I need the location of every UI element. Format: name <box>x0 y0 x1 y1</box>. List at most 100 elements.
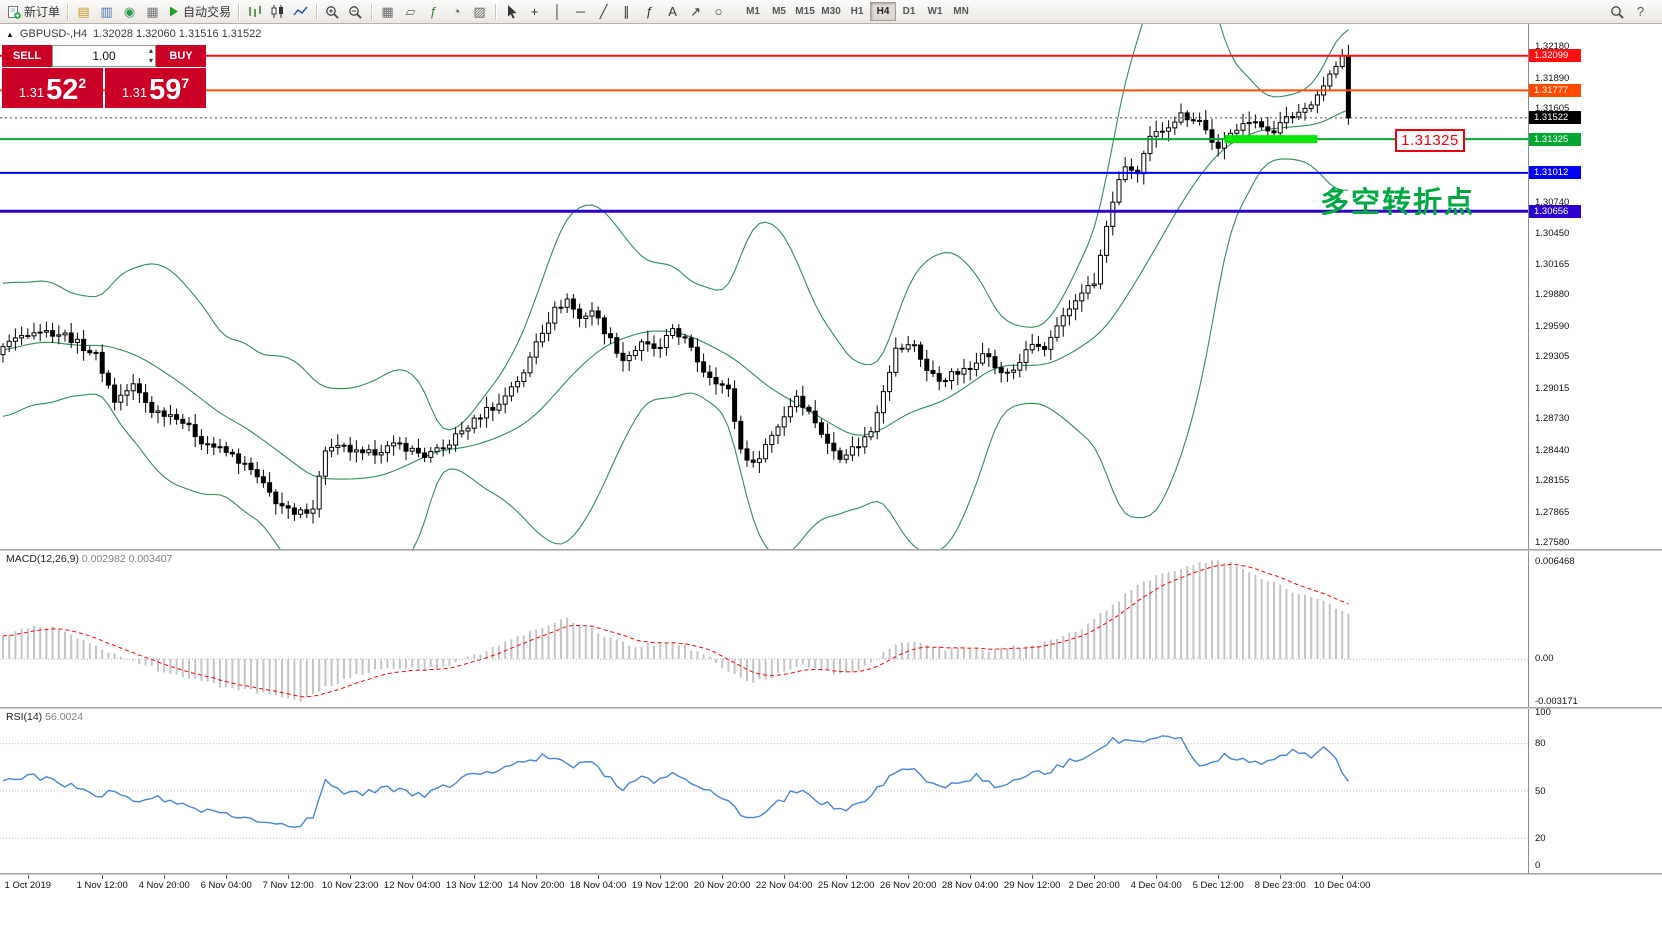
ohlc-values: 1.32028 1.32060 1.31516 1.31522 <box>93 28 262 40</box>
price-label-1.31522: 1.31522 <box>1529 111 1581 125</box>
text-label-icon[interactable]: A <box>668 4 677 19</box>
rsi-panel[interactable] <box>0 735 1528 839</box>
price-label-1.32099: 1.32099 <box>1529 49 1581 63</box>
timeframe-MN[interactable]: MN <box>953 6 969 17</box>
time-tick: 4 Dec 04:00 <box>1130 880 1182 891</box>
arrow-objects-icon[interactable]: ↗ <box>690 4 701 19</box>
panel-separator-rsi-time <box>0 873 1662 875</box>
buy-button[interactable]: BUY <box>156 45 206 67</box>
auto-trading-button[interactable]: 自动交易 <box>164 2 234 22</box>
candlestick-chart-icon-glyph <box>270 5 285 18</box>
time-tick-mark <box>846 875 848 879</box>
time-tick: 1 Nov 12:00 <box>76 880 128 891</box>
time-tick-mark <box>660 875 662 879</box>
channel-icon[interactable]: ∥ <box>623 4 630 19</box>
price-annotation-box[interactable]: 1.31325 <box>1395 129 1465 152</box>
timeframe-M15[interactable]: M15 <box>795 6 815 17</box>
horizontal-line-icon[interactable]: ─ <box>575 4 586 19</box>
candles[interactable] <box>0 44 1351 524</box>
zoom-in-icon[interactable] <box>321 2 344 22</box>
toolbar-separator <box>316 3 318 20</box>
search-icon[interactable] <box>1606 2 1629 22</box>
zoom-out-icon[interactable] <box>344 2 367 22</box>
sell-price-panel[interactable]: 1.31 52 2 <box>2 68 103 108</box>
chart-canvas[interactable] <box>0 24 1528 875</box>
support-highlight-segment[interactable] <box>1224 135 1318 144</box>
macd-axis-tick: 0.006468 <box>1535 555 1575 567</box>
buy-price-sup: 7 <box>181 75 190 91</box>
cascade-windows-icon[interactable]: ▱ <box>405 4 416 19</box>
timeframe-group: M1 M5 M15 M30 H1 H4 D1 W1 MN <box>740 2 974 21</box>
price-tick: 1.29880 <box>1535 289 1570 301</box>
price-tick: 1.31890 <box>1535 72 1570 84</box>
buy-price-small: 1.31 <box>121 85 148 100</box>
time-tick: 28 Nov 04:00 <box>941 880 999 891</box>
timeframe-D1[interactable]: D1 <box>902 6 916 17</box>
volume-field[interactable]: 1.00 ▴ ▾ <box>52 45 156 67</box>
indicators-icon[interactable]: ƒ <box>429 4 438 19</box>
price-tick: 1.28440 <box>1535 444 1570 456</box>
periods-icon[interactable]: ◔ <box>452 4 461 19</box>
one-click-trading-panel: SELL 1.00 ▴ ▾ BUY 1.31 52 2 1.31 59 7 <box>2 45 206 108</box>
panel-separator-macd-rsi[interactable] <box>0 707 1662 709</box>
timeframe-M1[interactable]: M1 <box>746 6 760 17</box>
navigator-icon[interactable]: ▥ <box>100 4 113 19</box>
buy-price-panel[interactable]: 1.31 59 7 <box>105 68 206 108</box>
time-tick: 10 Dec 04:00 <box>1313 880 1371 891</box>
zoom-out-icon-glyph <box>348 5 363 19</box>
chart-window-icon[interactable]: ▦ <box>146 4 159 19</box>
timeframe-W1[interactable]: W1 <box>927 6 943 17</box>
auto-trading-glyph <box>167 5 180 18</box>
timeframe-H1[interactable]: H1 <box>850 6 864 17</box>
alerts-icon[interactable]: ◉ <box>123 4 136 19</box>
time-tick-mark <box>164 875 166 879</box>
bollinger-middle[interactable] <box>2 109 1349 480</box>
rsi-axis-tick: 80 <box>1535 738 1546 750</box>
sell-button[interactable]: SELL <box>2 45 52 67</box>
bollinger-upper[interactable] <box>2 24 1349 431</box>
help-icon[interactable]: ? <box>1636 4 1645 19</box>
fibonacci-icon[interactable]: ƒ <box>645 4 654 19</box>
bollinger-lower[interactable] <box>2 158 1349 574</box>
line-chart-icon[interactable] <box>289 2 312 22</box>
rsi-axis-tick: 50 <box>1535 785 1546 797</box>
timeframe-M30[interactable]: M30 <box>821 6 841 17</box>
time-tick: 26 Nov 20:00 <box>879 880 937 891</box>
one-click-toggle-icon[interactable]: ▲ <box>6 29 14 39</box>
sell-price-small: 1.31 <box>18 85 45 100</box>
panel-separator-main-macd[interactable] <box>0 549 1662 551</box>
new-order-button[interactable]: 新订单 <box>4 2 63 22</box>
bar-chart-icon[interactable] <box>243 2 266 22</box>
toolbar-separator <box>495 3 497 20</box>
toolbar-separator <box>238 3 240 20</box>
macd-panel[interactable] <box>0 560 1528 702</box>
timeframe-H4[interactable]: H4 <box>870 2 897 21</box>
cursor-icon[interactable] <box>500 2 523 22</box>
toolbar-right-group: ? <box>1606 2 1652 22</box>
time-tick-mark <box>536 875 538 879</box>
time-tick-mark <box>27 875 29 879</box>
crosshair-icon[interactable]: + <box>530 4 539 19</box>
trendline-icon[interactable]: ╱ <box>599 4 608 19</box>
turning-point-annotation[interactable]: 多空转折点 <box>1320 187 1476 219</box>
volume-down-icon[interactable]: ▾ <box>148 56 153 65</box>
vertical-line-icon[interactable]: │ <box>553 4 562 19</box>
time-tick: 2 Dec 20:00 <box>1068 880 1120 891</box>
time-tick-mark <box>908 875 910 879</box>
time-tick: 6 Nov 04:00 <box>200 880 252 891</box>
price-tick: 1.28155 <box>1535 475 1570 487</box>
time-tick-mark <box>102 875 104 879</box>
shapes-icon[interactable]: ○ <box>714 4 723 19</box>
templates-icon[interactable]: ▨ <box>473 4 486 19</box>
tile-windows-icon[interactable]: ▦ <box>381 4 394 19</box>
rsi-indicator-label: RSI(14) 56.0024 <box>6 711 84 723</box>
volume-up-icon[interactable]: ▴ <box>148 46 153 55</box>
horizontal-lines[interactable] <box>0 54 1528 213</box>
time-tick: 10 Nov 23:00 <box>321 880 379 891</box>
candlestick-chart-icon[interactable] <box>266 2 289 22</box>
time-tick-mark <box>598 875 600 879</box>
price-label-1.31325: 1.31325 <box>1529 132 1581 146</box>
market-watch-icon[interactable]: ▤ <box>77 4 90 19</box>
timeframe-M5[interactable]: M5 <box>772 6 786 17</box>
toolbar-separator <box>371 3 373 20</box>
